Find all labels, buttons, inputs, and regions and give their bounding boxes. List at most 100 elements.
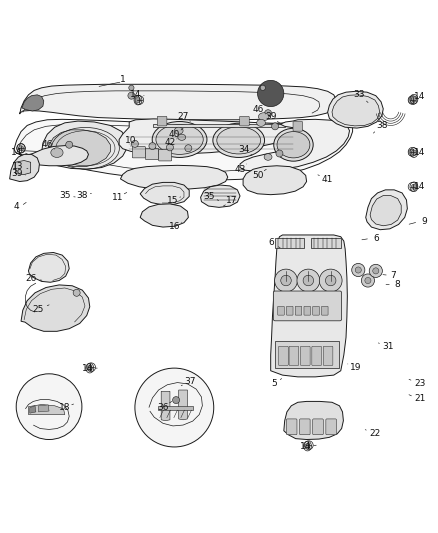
Polygon shape — [332, 95, 380, 126]
Circle shape — [73, 289, 80, 296]
Ellipse shape — [174, 127, 183, 134]
FancyBboxPatch shape — [145, 148, 159, 159]
Text: 10: 10 — [125, 136, 136, 145]
Ellipse shape — [178, 134, 186, 140]
Text: 27: 27 — [177, 112, 189, 121]
Polygon shape — [20, 146, 88, 166]
Circle shape — [173, 397, 180, 403]
Polygon shape — [14, 119, 353, 180]
Circle shape — [369, 264, 382, 278]
Circle shape — [411, 96, 417, 102]
Polygon shape — [42, 121, 127, 169]
Circle shape — [135, 368, 214, 447]
FancyBboxPatch shape — [240, 116, 249, 126]
Ellipse shape — [51, 148, 63, 157]
FancyBboxPatch shape — [313, 419, 323, 435]
Text: 42: 42 — [164, 139, 176, 148]
Text: 14: 14 — [414, 182, 425, 191]
Text: 1: 1 — [120, 75, 126, 84]
FancyBboxPatch shape — [313, 306, 319, 315]
FancyBboxPatch shape — [289, 346, 299, 366]
FancyBboxPatch shape — [295, 306, 302, 315]
Ellipse shape — [277, 132, 310, 158]
Polygon shape — [179, 390, 187, 420]
Text: 23: 23 — [414, 379, 425, 389]
FancyBboxPatch shape — [326, 419, 336, 435]
Polygon shape — [328, 91, 383, 128]
Polygon shape — [284, 401, 343, 440]
Text: 14: 14 — [11, 148, 22, 157]
Text: 33: 33 — [353, 90, 365, 99]
Circle shape — [325, 275, 336, 286]
Circle shape — [361, 274, 374, 287]
FancyBboxPatch shape — [279, 346, 288, 366]
Text: 31: 31 — [382, 342, 393, 351]
FancyBboxPatch shape — [300, 419, 310, 435]
Circle shape — [373, 268, 379, 274]
Circle shape — [281, 275, 291, 286]
Circle shape — [265, 110, 272, 117]
Circle shape — [275, 269, 297, 292]
Polygon shape — [275, 341, 339, 368]
Polygon shape — [201, 185, 240, 207]
Text: 38: 38 — [77, 191, 88, 200]
Ellipse shape — [152, 122, 207, 157]
Text: 37: 37 — [185, 377, 196, 386]
Circle shape — [276, 150, 283, 157]
Circle shape — [365, 278, 371, 284]
Text: 38: 38 — [376, 121, 388, 130]
Circle shape — [352, 263, 365, 277]
Text: 25: 25 — [33, 305, 44, 314]
FancyBboxPatch shape — [286, 419, 297, 435]
Polygon shape — [153, 124, 285, 127]
Text: 46: 46 — [42, 140, 53, 149]
FancyBboxPatch shape — [300, 346, 310, 366]
Text: 39: 39 — [11, 169, 22, 178]
Polygon shape — [271, 235, 347, 377]
Text: 4: 4 — [14, 201, 19, 211]
Text: 50: 50 — [252, 171, 263, 180]
Text: 40: 40 — [169, 130, 180, 139]
Polygon shape — [47, 130, 110, 167]
FancyBboxPatch shape — [273, 291, 342, 321]
FancyBboxPatch shape — [321, 306, 328, 315]
Text: 35: 35 — [59, 191, 71, 200]
Polygon shape — [21, 285, 90, 332]
FancyBboxPatch shape — [304, 306, 311, 315]
Text: 14: 14 — [130, 90, 141, 99]
Polygon shape — [140, 182, 189, 205]
Text: 34: 34 — [239, 144, 250, 154]
Polygon shape — [158, 406, 193, 410]
Circle shape — [166, 144, 173, 151]
Ellipse shape — [213, 123, 265, 157]
Text: 5: 5 — [271, 379, 277, 389]
Text: 8: 8 — [395, 280, 401, 289]
Polygon shape — [120, 165, 228, 189]
Text: 14: 14 — [414, 148, 425, 157]
Polygon shape — [28, 405, 65, 415]
Text: 46: 46 — [253, 105, 264, 114]
Polygon shape — [28, 253, 69, 282]
Circle shape — [297, 269, 320, 292]
Polygon shape — [311, 238, 341, 248]
Circle shape — [272, 123, 279, 130]
Text: 14: 14 — [300, 442, 311, 451]
Text: 43: 43 — [234, 165, 246, 174]
Circle shape — [135, 98, 141, 103]
Circle shape — [411, 150, 417, 155]
FancyBboxPatch shape — [323, 346, 333, 366]
FancyBboxPatch shape — [278, 306, 284, 315]
FancyBboxPatch shape — [293, 122, 303, 131]
Text: 16: 16 — [169, 222, 180, 231]
Polygon shape — [275, 238, 304, 248]
Ellipse shape — [156, 125, 203, 155]
Polygon shape — [20, 84, 336, 120]
FancyBboxPatch shape — [286, 306, 293, 315]
Text: 21: 21 — [414, 394, 425, 403]
Text: 26: 26 — [25, 274, 36, 283]
Text: 7: 7 — [390, 271, 396, 280]
Circle shape — [355, 267, 361, 273]
Circle shape — [303, 275, 314, 286]
Text: 14: 14 — [414, 92, 425, 101]
Ellipse shape — [258, 113, 269, 120]
